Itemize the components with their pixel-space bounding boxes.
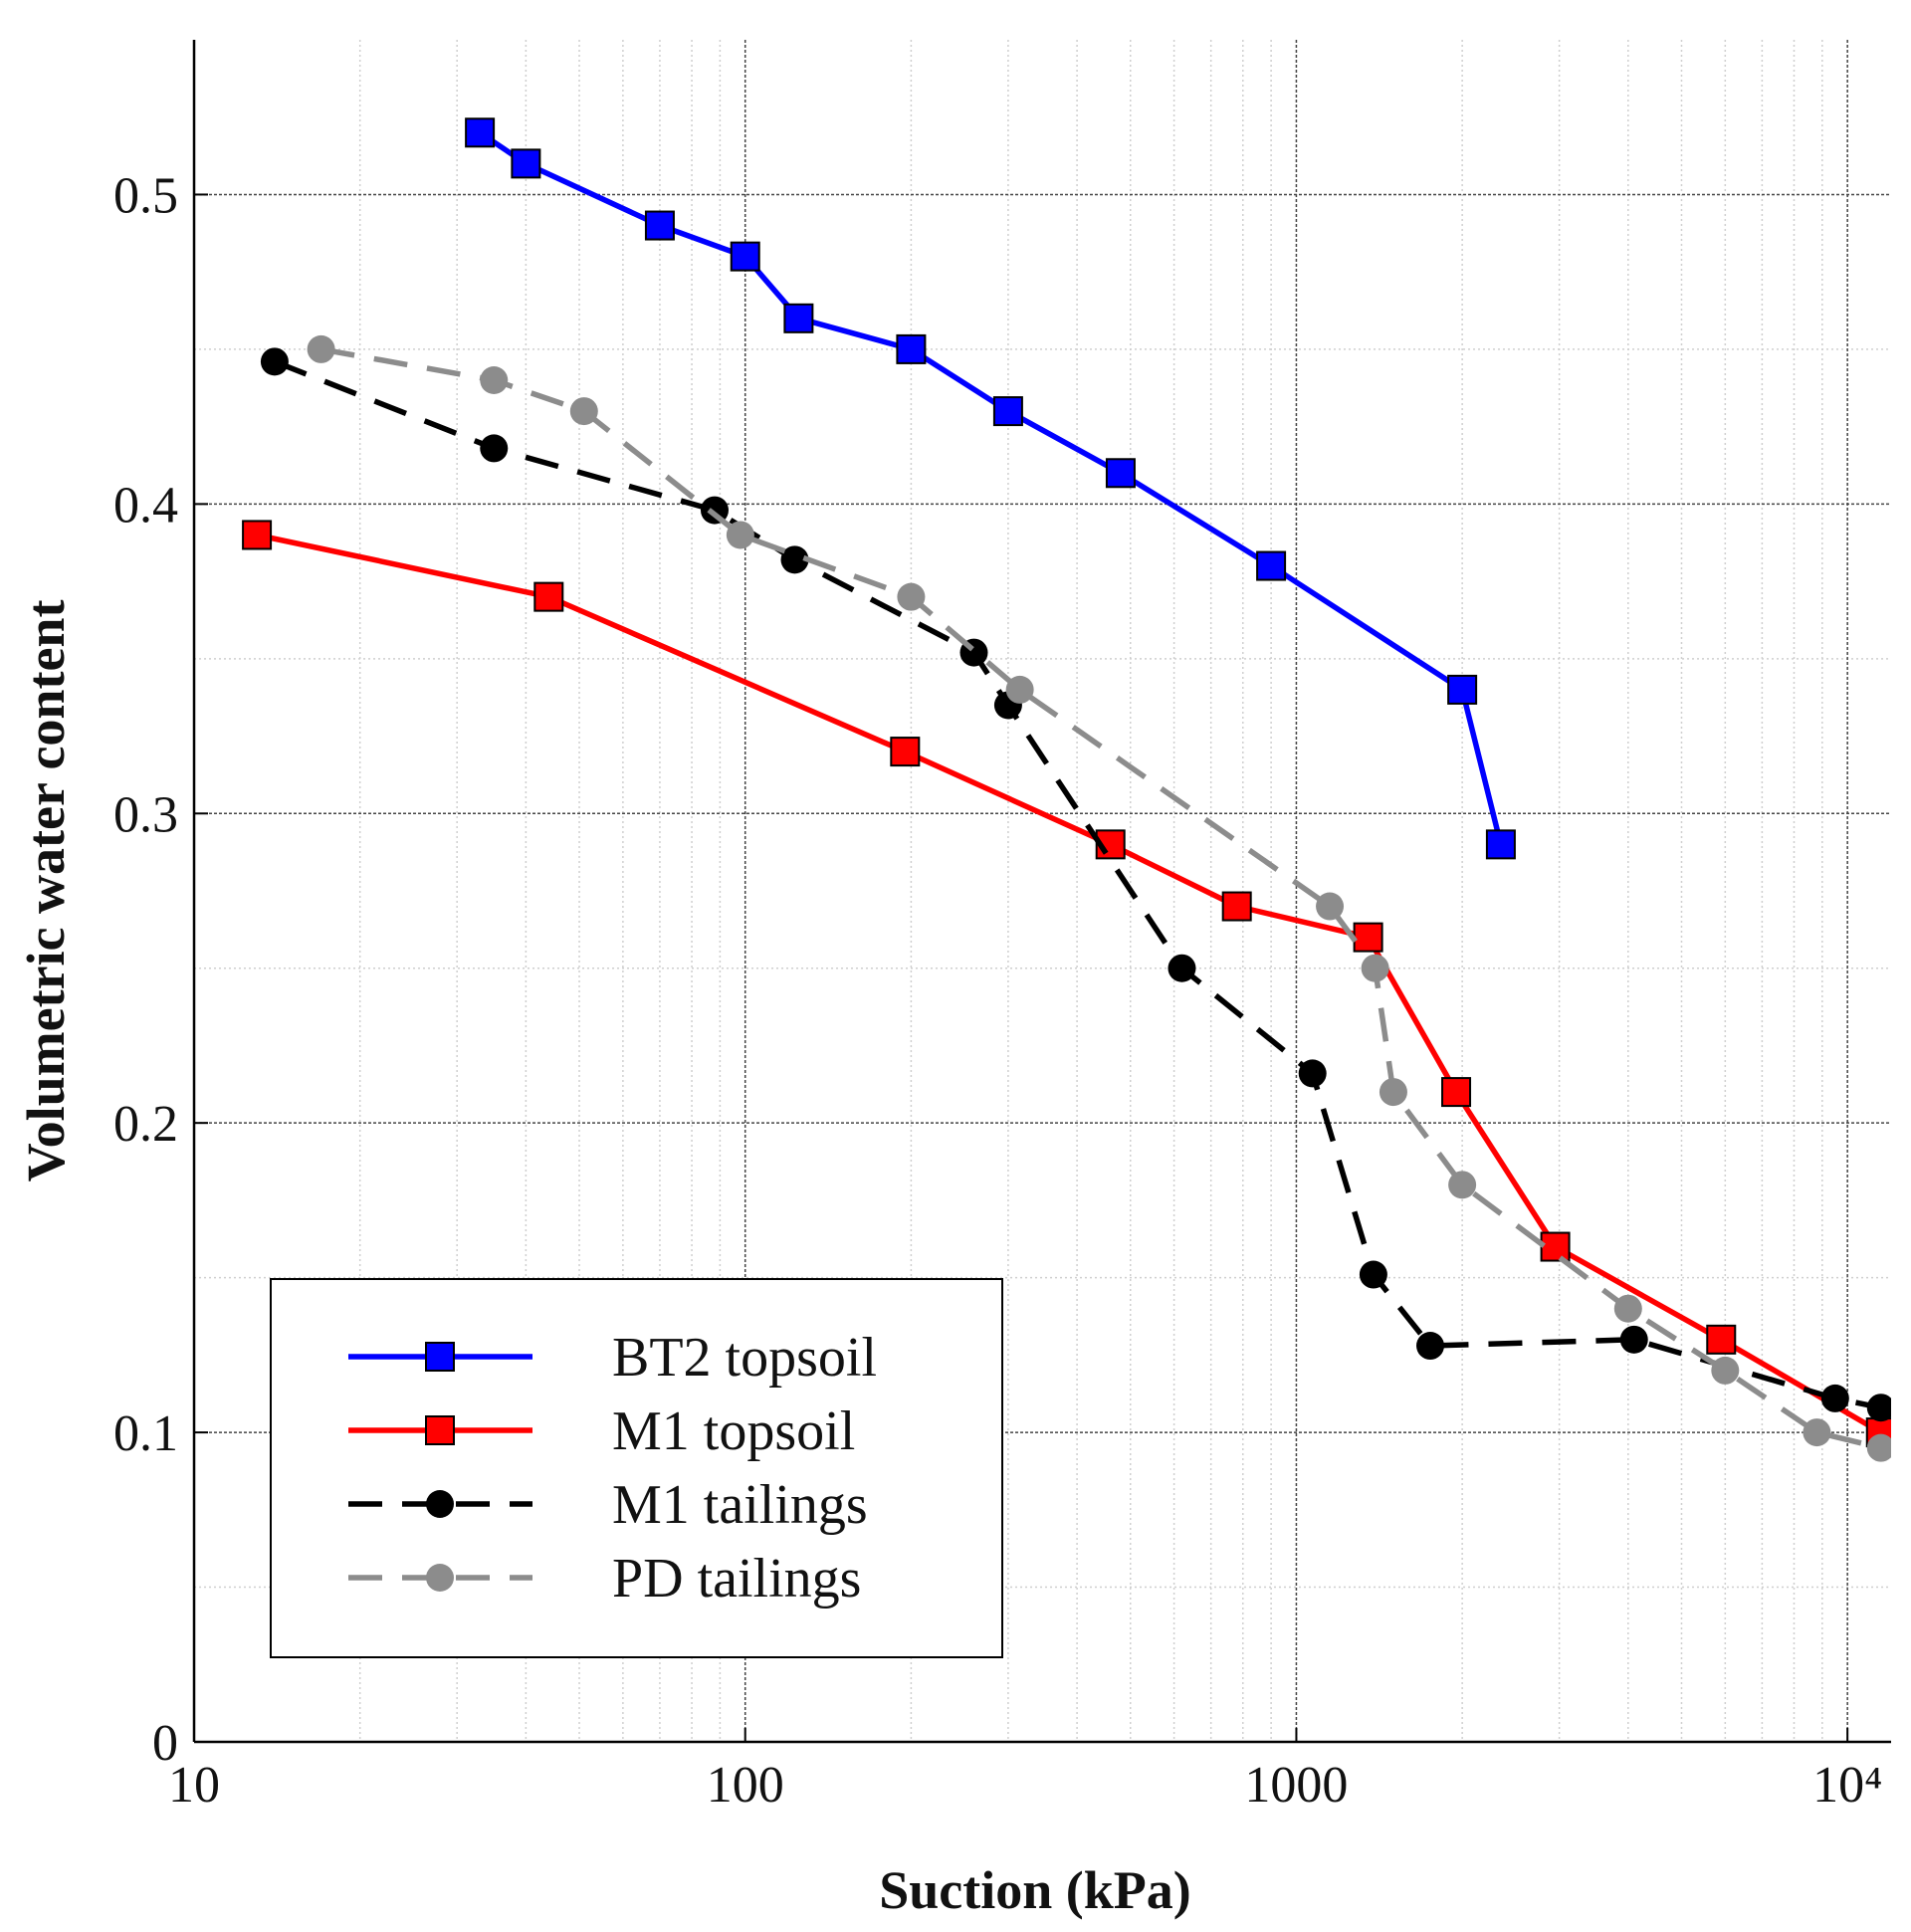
data-point-m1-topsoil <box>1353 922 1383 953</box>
series-layer <box>242 117 1891 1462</box>
legend-entries: BT2 topsoil M1 topsoil M1 tailings PD taili… <box>348 1327 877 1610</box>
legend: BT2 topsoil M1 topsoil M1 tailings PD taili… <box>270 1278 1003 1658</box>
data-point-pd-tailings <box>726 521 754 549</box>
data-point-bt2-topsoil <box>730 241 760 272</box>
data-point-pd-tailings <box>1711 1356 1740 1385</box>
data-point-bt2-topsoil <box>896 333 927 364</box>
legend-marker-m1-topsoil <box>425 1415 455 1445</box>
data-point-m1-tailings <box>780 545 809 574</box>
x-tick-label: 1000 <box>1244 1757 1348 1814</box>
data-point-bt2-topsoil <box>1485 829 1516 860</box>
y-tick-label: 0.1 <box>113 1405 178 1462</box>
data-point-m1-topsoil <box>533 581 564 612</box>
data-point-bt2-topsoil <box>1256 550 1287 581</box>
legend-entry-pd-tailings: PD tailings <box>348 1548 861 1610</box>
data-point-pd-tailings <box>480 366 509 394</box>
data-point-m1-tailings <box>1298 1059 1327 1088</box>
legend-marker-m1-tailings <box>426 1490 454 1518</box>
data-point-bt2-topsoil <box>644 210 675 241</box>
data-point-m1-tailings <box>260 347 289 376</box>
data-point-m1-topsoil <box>890 737 921 767</box>
data-point-m1-topsoil <box>242 520 273 550</box>
data-point-m1-topsoil <box>1706 1324 1737 1355</box>
series-m1-tailings <box>260 347 1891 1422</box>
data-point-bt2-topsoil <box>1447 674 1478 705</box>
x-axis-title: Suction (kPa) <box>879 1860 1191 1920</box>
x-tick-label: 10⁴ <box>1812 1757 1882 1814</box>
data-point-m1-tailings <box>1168 954 1196 982</box>
legend-marker-pd-tailings <box>426 1564 454 1592</box>
y-tick-label: 0.5 <box>113 167 178 224</box>
y-tick-label: 0.4 <box>113 477 178 534</box>
y-axis-title: Volumetric water content <box>16 600 76 1182</box>
y-tick-label: 0.2 <box>113 1096 178 1153</box>
series-line-m1-topsoil <box>256 532 1883 1435</box>
x-tick-label: 10 <box>168 1757 220 1814</box>
data-point-m1-tailings <box>480 434 509 463</box>
legend-label-m1-topsoil: M1 topsoil <box>612 1400 855 1462</box>
data-point-bt2-topsoil <box>511 148 541 179</box>
data-point-pd-tailings <box>569 397 598 426</box>
legend-marker-bt2-topsoil <box>425 1342 455 1372</box>
series-line-m1-tailings <box>273 358 1882 1410</box>
legend-entry-m1-tailings: M1 tailings <box>348 1474 868 1536</box>
data-point-m1-tailings <box>1820 1384 1849 1412</box>
data-point-m1-tailings <box>1359 1260 1387 1289</box>
data-point-m1-topsoil <box>1221 891 1252 922</box>
data-point-pd-tailings <box>1316 892 1345 921</box>
data-point-pd-tailings <box>1803 1418 1831 1447</box>
data-point-pd-tailings <box>307 334 335 363</box>
data-point-pd-tailings <box>897 582 926 611</box>
data-point-bt2-topsoil <box>992 396 1023 427</box>
data-point-pd-tailings <box>1866 1433 1891 1462</box>
data-point-pd-tailings <box>1448 1171 1477 1199</box>
series-m1-topsoil <box>242 520 1891 1448</box>
legend-entry-m1-topsoil: M1 topsoil <box>348 1400 855 1462</box>
data-point-bt2-topsoil <box>465 117 496 148</box>
x-tick-label: 100 <box>707 1757 784 1814</box>
y-tick-label: 0 <box>152 1715 178 1772</box>
legend-label-bt2-topsoil: BT2 topsoil <box>612 1327 877 1389</box>
data-point-m1-tailings <box>1866 1394 1891 1422</box>
legend-label-m1-tailings: M1 tailings <box>612 1474 868 1536</box>
data-point-pd-tailings <box>1361 954 1389 982</box>
legend-box <box>270 1278 1003 1658</box>
data-point-bt2-topsoil <box>783 303 814 333</box>
data-point-pd-tailings <box>1005 675 1034 704</box>
series-pd-tailings <box>307 334 1891 1462</box>
data-point-pd-tailings <box>1613 1294 1642 1323</box>
data-point-m1-topsoil <box>1441 1077 1472 1108</box>
data-point-m1-topsoil <box>1540 1231 1571 1262</box>
series-bt2-topsoil <box>465 117 1516 860</box>
data-point-m1-tailings <box>1416 1332 1445 1361</box>
y-tick-label: 0.3 <box>113 786 178 843</box>
legend-label-pd-tailings: PD tailings <box>612 1548 861 1610</box>
legend-entry-bt2-topsoil: BT2 topsoil <box>348 1327 877 1389</box>
y-tick-labels: 0 0.1 0.2 0.3 0.4 0.5 <box>113 167 178 1772</box>
axes <box>192 40 1891 1744</box>
series-line-pd-tailings <box>320 346 1882 1451</box>
x-tick-labels: 10 100 1000 10⁴ <box>168 1757 1882 1814</box>
data-point-bt2-topsoil <box>1105 458 1136 489</box>
data-point-pd-tailings <box>1379 1078 1407 1107</box>
data-point-m1-tailings <box>1619 1325 1648 1354</box>
